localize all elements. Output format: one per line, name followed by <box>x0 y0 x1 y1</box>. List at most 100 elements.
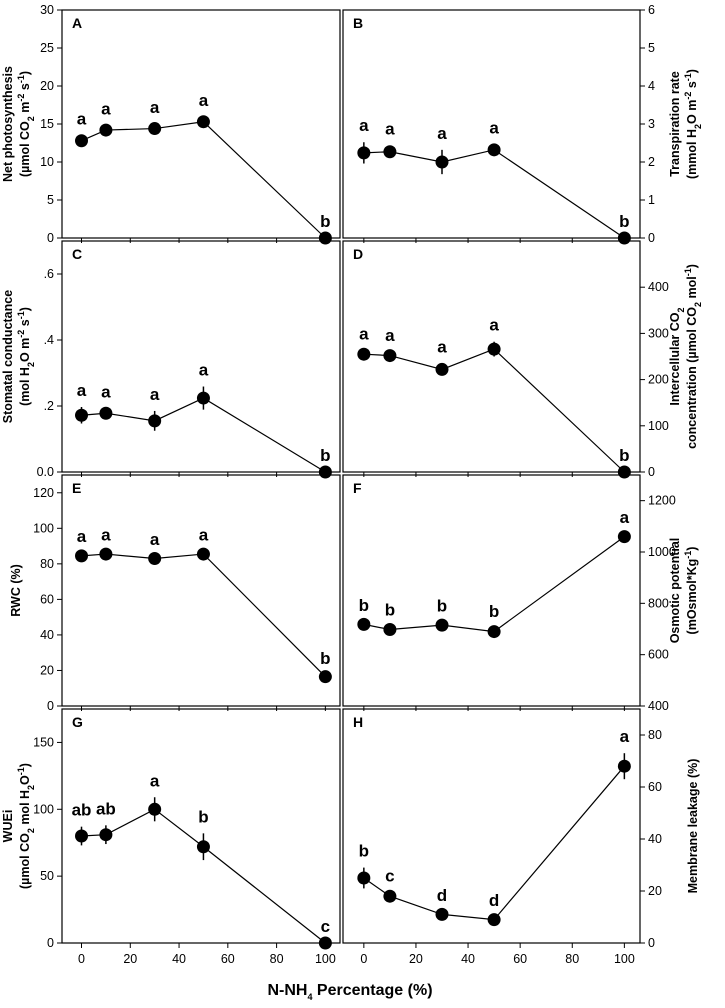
panel-a-data-point <box>196 115 210 129</box>
panel-d-sig-letter: a <box>437 337 447 356</box>
panel-d-ytick-label: 400 <box>648 280 669 294</box>
panel-a-data-point <box>318 231 332 245</box>
panel-e-data-point <box>148 552 162 566</box>
panel-g-label: G <box>72 714 83 730</box>
panel-e-sig-letter: b <box>320 649 330 668</box>
panel-b-ylabel: Transpiration rate <box>668 71 682 177</box>
panel-b: B 0 1 2 3 4 5 6 Transpiration rate (mmol H2O m-2 … <box>342 3 703 245</box>
panel-d-data-point <box>383 349 397 363</box>
panel-c-ytick-label: .2 <box>44 399 54 413</box>
panel-a-sig-letter: a <box>77 109 87 128</box>
panel-e-frame <box>61 474 341 707</box>
panel-g-xtick-label: 80 <box>270 952 284 966</box>
panel-c-frame <box>61 240 341 473</box>
panel-h-ytick-label: 80 <box>648 728 662 742</box>
panel-g-sig-letter: b <box>198 807 208 826</box>
panel-d-series-line <box>363 348 625 473</box>
panel-a-ylabel: (µmol CO2 m-2 s-1) <box>16 71 36 177</box>
panel-e-data-point <box>318 670 332 684</box>
panel-e-ytick-label: 60 <box>40 592 54 606</box>
panel-h-sig-letter: c <box>385 866 394 885</box>
panel-b-sig-letter: a <box>437 124 447 143</box>
panel-h-data-point <box>487 913 501 927</box>
panel-g-frame <box>61 708 341 944</box>
panel-b-sig-letter: a <box>489 119 499 138</box>
panel-h-sig-letter: a <box>620 727 630 746</box>
panel-g-ytick-label: 100 <box>33 802 54 816</box>
panel-d-data-point <box>357 347 371 361</box>
panel-g-data-point <box>75 829 89 843</box>
panel-f-ylabel: Osmotic potential <box>668 538 682 644</box>
panel-c-sig-letter: a <box>101 382 111 401</box>
panel-d-label: D <box>353 246 363 262</box>
panel-d-sig-letter: a <box>359 324 369 343</box>
panel-c-label: C <box>72 246 82 262</box>
panel-e-sig-letter: a <box>77 527 87 546</box>
panel-c-ylabel: Stomatal conductance <box>1 290 15 423</box>
panel-h-sig-letter: d <box>437 886 447 905</box>
panel-h: H 0 20 40 60 80 0 20 40 60 80 100 Membrane leakage (… <box>342 708 700 966</box>
panel-f-sig-letter: b <box>359 596 369 615</box>
panel-d-ytick-label: 200 <box>648 373 669 387</box>
panel-h-data-point <box>435 907 449 921</box>
panel-a-ytick-label: 20 <box>40 79 54 93</box>
panel-g-xtick-label: 40 <box>172 952 186 966</box>
panel-a-ytick-label: 0 <box>47 231 54 245</box>
panel-e-ytick-label: 0 <box>47 699 54 713</box>
panel-h-xtick-label: 80 <box>565 952 579 966</box>
panel-a-sig-letter: a <box>150 98 160 117</box>
panel-g-ylabel: (µmol CO2 mol H2O-1) <box>16 763 36 889</box>
panel-f-ytick-label: 1000 <box>648 545 676 559</box>
panel-d-ytick-label: 300 <box>648 326 669 340</box>
panel-c-sig-letter: b <box>320 446 330 465</box>
panel-d-ytick-label: 100 <box>648 419 669 433</box>
panel-b-data-point <box>617 231 631 245</box>
panel-g-data-point <box>196 840 210 854</box>
panel-b-series-line <box>363 149 625 239</box>
panel-h-sig-letter: b <box>359 842 369 861</box>
panel-f: F 400 600 800 1000 1200 Osmotic potential (mOsm… <box>342 474 699 713</box>
panel-e-ytick-label: 40 <box>40 628 54 642</box>
panel-c-ylabel: (mol H2O m-2 s-1) <box>16 307 36 406</box>
panel-h-ytick-label: 0 <box>648 936 655 950</box>
panel-g-ytick-label: 50 <box>40 869 54 883</box>
panel-b-ytick-label: 6 <box>648 3 655 17</box>
panel-d-data-point <box>617 465 631 479</box>
panel-b-ytick-label: 1 <box>648 193 655 207</box>
panel-g-sig-letter: a <box>150 771 160 790</box>
panel-e-sig-letter: a <box>150 530 160 549</box>
panel-d-data-point <box>487 342 501 356</box>
panel-b-data-point <box>357 146 371 160</box>
panel-f-data-point <box>617 530 631 544</box>
panel-b-label: B <box>353 15 363 31</box>
panel-h-data-point <box>383 889 397 903</box>
panel-c-sig-letter: a <box>150 385 160 404</box>
panel-f-sig-letter: b <box>385 600 395 619</box>
panel-g-sig-letter: ab <box>72 801 92 820</box>
panel-g: G 0 50 100 150 0 20 40 60 80 100 WUEi(µmol CO2 mol … <box>1 708 341 966</box>
panel-a-ytick-label: 25 <box>40 41 54 55</box>
panel-a: A 0 5 10 15 20 25 30 Net photosynthesis (µmol CO2… <box>1 3 341 245</box>
panel-g-data-point <box>148 802 162 816</box>
panel-b-sig-letter: b <box>619 212 629 231</box>
panel-f-sig-letter: b <box>437 597 447 616</box>
panel-g-data-point <box>99 828 113 842</box>
panel-a-sig-letter: a <box>199 91 209 110</box>
panel-b-ylabel: (mmol H2O m-2 s-1) <box>683 69 703 179</box>
panel-a-ytick-label: 5 <box>47 193 54 207</box>
panel-h-ytick-label: 60 <box>648 780 662 794</box>
panel-d-sig-letter: b <box>619 446 629 465</box>
panel-e-ytick-label: 100 <box>33 521 54 535</box>
panel-e-ylabel: RWC (%) <box>9 564 23 617</box>
panel-e-ytick-label: 80 <box>40 557 54 571</box>
panel-d-data-point <box>435 362 449 376</box>
panel-b-ytick-label: 5 <box>648 41 655 55</box>
panel-e-sig-letter: a <box>199 525 209 544</box>
panel-c-data-point <box>75 408 89 422</box>
panel-h-xtick-label: 40 <box>461 952 475 966</box>
panel-e-data-point <box>196 547 210 561</box>
panel-a-sig-letter: a <box>101 100 111 119</box>
panel-b-ytick-label: 4 <box>648 79 655 93</box>
